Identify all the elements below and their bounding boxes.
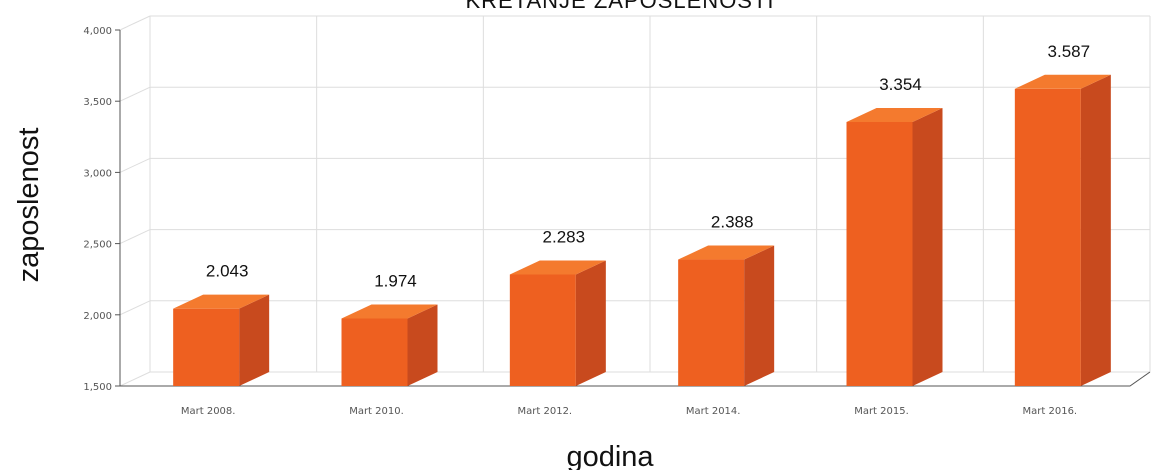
bar-top bbox=[846, 107, 943, 122]
y-tick-label: 1,500 bbox=[83, 382, 112, 393]
bars bbox=[173, 74, 1111, 386]
grid-line-diagonal bbox=[119, 300, 151, 316]
bar-side bbox=[912, 107, 943, 386]
y-tick-label: 2,500 bbox=[83, 240, 112, 251]
data-label: 2.043 bbox=[206, 262, 249, 281]
grid-line-diagonal bbox=[119, 86, 151, 102]
data-label: 3.354 bbox=[879, 75, 922, 94]
data-label: 2.283 bbox=[543, 228, 586, 247]
bar-side bbox=[575, 260, 606, 386]
y-tick-label: 2,000 bbox=[83, 311, 112, 322]
y-axis-title: zaposlenost bbox=[13, 128, 45, 283]
bar bbox=[509, 260, 606, 386]
bar-top bbox=[173, 294, 270, 309]
x-tick-labels: Mart 2008. Mart 2010. Mart 2012. Mart 2014.… bbox=[181, 406, 1077, 417]
bar-top bbox=[341, 304, 438, 319]
y-tick-label: 3,000 bbox=[83, 168, 112, 179]
x-tick-label: Mart 2008. bbox=[181, 406, 236, 417]
x-axis-line bbox=[120, 371, 1151, 387]
bar-front bbox=[509, 274, 576, 386]
grid-line-diagonal bbox=[119, 371, 151, 387]
y-tick-labels: 1,500 2,000 2,500 3,000 3,500 4,000 bbox=[83, 26, 112, 393]
bar-side bbox=[407, 304, 438, 386]
data-label: 2.388 bbox=[711, 213, 754, 232]
grid-line-diagonal bbox=[119, 15, 151, 31]
y-tick-label: 3,500 bbox=[83, 97, 112, 108]
bar bbox=[846, 107, 943, 386]
bar bbox=[678, 245, 775, 386]
x-tick-label: Mart 2015. bbox=[854, 406, 909, 417]
bar-top bbox=[509, 260, 606, 275]
data-label: 3.587 bbox=[1048, 42, 1091, 61]
grid-line-diagonal bbox=[119, 157, 151, 173]
x-axis-title: godina bbox=[566, 441, 654, 470]
bar-top bbox=[1014, 74, 1111, 89]
bar-top bbox=[678, 245, 775, 260]
grid-lines bbox=[119, 15, 1151, 387]
data-label: 1.974 bbox=[374, 272, 417, 291]
x-tick-label: Mart 2014. bbox=[686, 406, 741, 417]
bar-front bbox=[341, 318, 408, 386]
bar-front bbox=[1014, 88, 1081, 386]
x-tick-label: Mart 2016. bbox=[1023, 406, 1078, 417]
x-tick-label: Mart 2012. bbox=[518, 406, 573, 417]
bar-front bbox=[173, 308, 240, 386]
data-labels: 2.043 1.974 2.283 2.388 3.354 3.587 bbox=[206, 42, 1090, 291]
bar bbox=[173, 294, 270, 386]
grid-line-diagonal bbox=[119, 229, 151, 245]
bar-front bbox=[678, 259, 745, 386]
bar-side bbox=[1080, 74, 1111, 386]
chart-title: KRETANJE ZAPOSLENOSTI bbox=[465, 0, 774, 13]
bar-side bbox=[239, 294, 270, 386]
axes bbox=[115, 29, 1151, 387]
y-tick-label: 4,000 bbox=[83, 26, 112, 37]
x-tick-label: Mart 2010. bbox=[349, 406, 404, 417]
bar bbox=[1014, 74, 1111, 386]
bar-front bbox=[846, 121, 913, 386]
bar bbox=[341, 304, 438, 386]
bar-side bbox=[744, 245, 775, 386]
